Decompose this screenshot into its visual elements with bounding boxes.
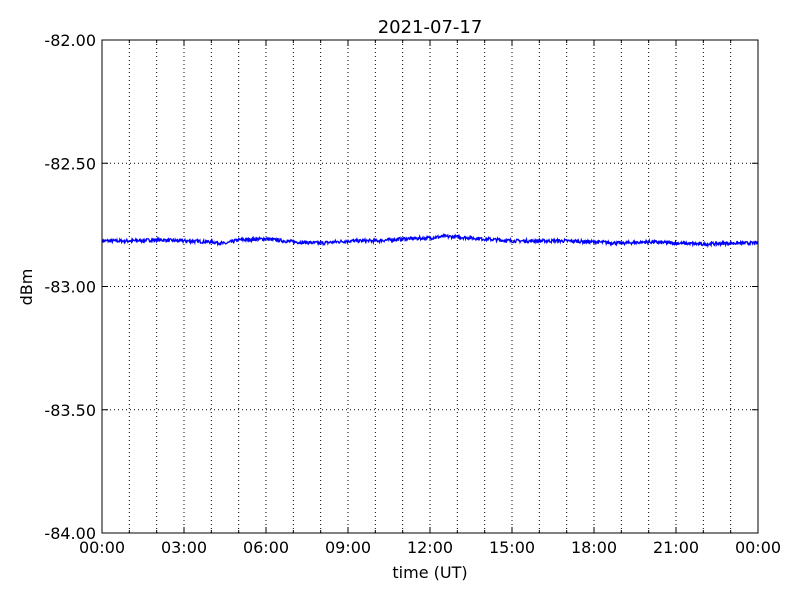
y-tick-label: -83.00 — [44, 278, 96, 297]
y-tick-labels: -84.00 -83.50 -83.00 -82.50 -82.00 — [44, 31, 96, 543]
x-tick-label: 06:00 — [243, 538, 289, 557]
y-tick-label: -83.50 — [44, 401, 96, 420]
y-axis-label: dBm — [17, 269, 36, 306]
y-tick-label: -82.50 — [44, 154, 96, 173]
chart-title: 2021-07-17 — [378, 17, 483, 38]
y-tick-label: -84.00 — [44, 524, 96, 543]
x-tick-label: 21:00 — [653, 538, 699, 557]
x-tick-labels: 00:00 03:00 06:00 09:00 12:00 15:00 18:00 21:00… — [79, 538, 781, 557]
x-tick-label: 09:00 — [325, 538, 371, 557]
x-tick-label: 00:00 — [735, 538, 781, 557]
x-tick-label: 00:00 — [79, 538, 125, 557]
x-tick-label: 12:00 — [407, 538, 453, 557]
plot-area — [101, 233, 759, 249]
y-tick-label: -82.00 — [44, 31, 96, 50]
x-axis-label: time (UT) — [392, 563, 467, 582]
x-tick-label: 03:00 — [161, 538, 207, 557]
grid — [102, 40, 758, 533]
x-tick-label: 15:00 — [489, 538, 535, 557]
ticks — [101, 39, 759, 534]
x-tick-label: 18:00 — [571, 538, 617, 557]
series-line — [101, 233, 759, 249]
